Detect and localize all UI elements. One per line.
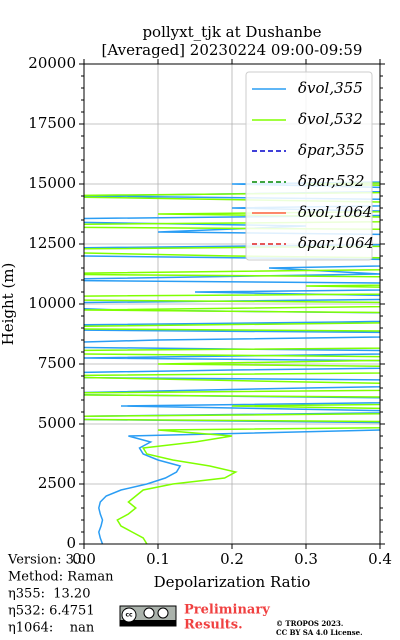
info-line: Version: 3.0 bbox=[7, 553, 86, 568]
cc-logo: cc bbox=[119, 605, 177, 627]
profile-line bbox=[84, 182, 380, 544]
notice-text: Preliminary bbox=[184, 603, 270, 618]
legend-label: δvol,355 bbox=[298, 79, 363, 97]
chart-subtitle: [Averaged] 20230224 09:00-09:59 bbox=[102, 41, 363, 59]
info-line: Method: Raman bbox=[8, 570, 114, 585]
legend-label: δpar,1064 bbox=[298, 234, 374, 252]
plot-lines bbox=[84, 181, 380, 544]
y-tick-label: 12500 bbox=[28, 234, 76, 252]
info-line: η1064: nan bbox=[8, 621, 95, 636]
copyright: CC BY SA 4.0 License. bbox=[276, 628, 363, 637]
x-tick-label: 0.0 bbox=[72, 550, 96, 568]
x-tick-label: 0.4 bbox=[368, 550, 392, 568]
x-tick-label: 0.1 bbox=[146, 550, 170, 568]
info-text: Version: 3.0 Method: Raman η355: 13.20 η532… bbox=[7, 553, 114, 636]
y-tick-label: 2500 bbox=[38, 474, 76, 492]
legend-label: δvol,1064 bbox=[298, 203, 372, 221]
x-tick-label: 0.2 bbox=[220, 550, 244, 568]
y-tick-label: 15000 bbox=[28, 174, 76, 192]
y-tick-label: 10000 bbox=[28, 294, 76, 312]
profile-line bbox=[84, 181, 380, 544]
legend: δvol,355 δvol,532 δpar,355 δpar,532 δvol,106… bbox=[245, 71, 374, 261]
chart-title: pollyxt_tjk at Dushanbe bbox=[142, 23, 321, 41]
legend-label: δvol,532 bbox=[298, 110, 363, 128]
ticks: 0.0 0.1 0.2 0.3 0.4 0 2500 5000 7500 10000 12500 15… bbox=[28, 54, 392, 568]
x-tick-label: 0.3 bbox=[294, 550, 318, 568]
legend-label: δpar,532 bbox=[298, 172, 365, 190]
svg-text:cc: cc bbox=[125, 612, 133, 619]
y-tick-label: 0 bbox=[66, 534, 76, 552]
info-line: η532: 6.4751 bbox=[8, 604, 95, 619]
info-line: η355: 13.20 bbox=[8, 587, 90, 602]
legend-box bbox=[245, 71, 373, 261]
y-tick-label: 5000 bbox=[38, 414, 76, 432]
y-tick-label: 20000 bbox=[28, 54, 76, 72]
x-axis-label: Depolarization Ratio bbox=[154, 573, 311, 591]
y-axis-label: Height (m) bbox=[0, 263, 17, 346]
y-tick-label: 7500 bbox=[38, 354, 76, 372]
notice-text: Results. bbox=[184, 618, 243, 633]
legend-label: δpar,355 bbox=[298, 141, 365, 159]
copyright: © TROPOS 2023. bbox=[276, 619, 343, 628]
y-tick-label: 17500 bbox=[28, 114, 76, 132]
